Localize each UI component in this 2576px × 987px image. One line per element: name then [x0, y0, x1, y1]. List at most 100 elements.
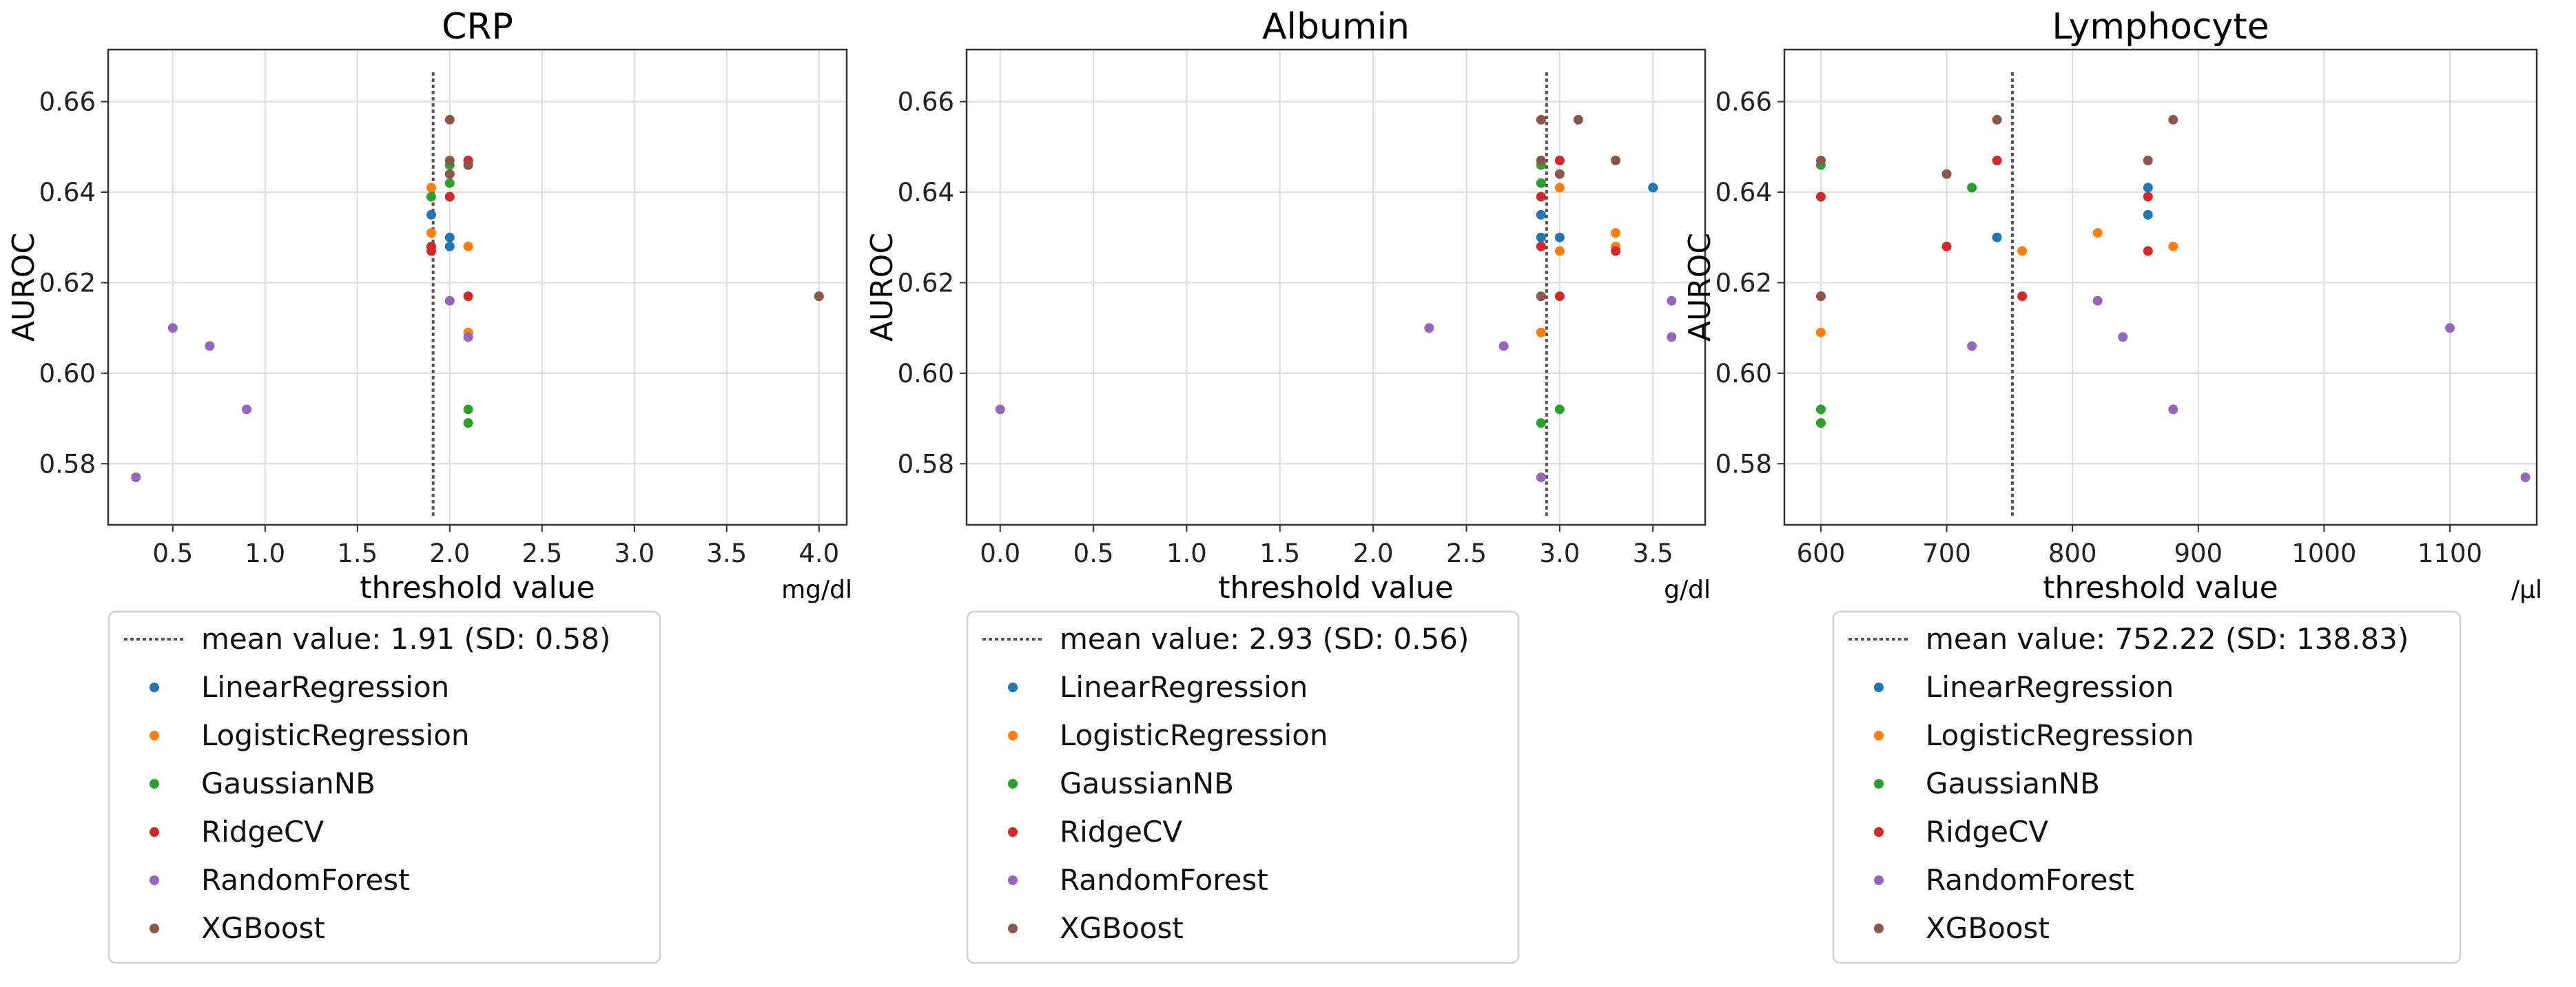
data-point-randomforest [2168, 404, 2178, 415]
data-point-ridgecv [1554, 156, 1565, 165]
data-point-ridgecv [2143, 191, 2153, 202]
x-tick-label: 900 [2174, 539, 2223, 568]
x-axis-label: threshold value [2043, 570, 2278, 605]
data-point-linearregression [1536, 209, 1546, 220]
data-point-randomforest [444, 295, 455, 306]
data-point-gaussiannb [1536, 178, 1546, 188]
data-point-ridgecv [1992, 156, 2002, 165]
x-tick-label: 1.0 [245, 539, 285, 568]
data-point-logisticregression [1611, 228, 1621, 238]
data-point-xgboost [463, 160, 473, 170]
data-point-logisticregression [1815, 327, 1826, 337]
legend-label: RidgeCV [1060, 815, 1182, 849]
x-tick-label: 0.0 [980, 539, 1020, 568]
data-point-gaussiannb [1815, 404, 1826, 415]
unit-label: mg/dl [781, 576, 852, 604]
data-point-ridgecv [2017, 291, 2028, 302]
x-tick-label: 600 [1797, 539, 1846, 568]
data-point-logisticregression [426, 183, 436, 193]
x-tick-label: 3.5 [1633, 539, 1673, 568]
data-point-xgboost [1941, 169, 1952, 179]
chart-panel-albumin: 0.0 0.5 1.0 1.5 2.0 2.5 3.0 3.5 0.58 0.60 0.62 0.64… [865, 6, 1711, 964]
data-point-randomforest [131, 472, 141, 482]
data-point-randomforest [1667, 332, 1677, 342]
x-tick-label: 2.0 [1353, 539, 1394, 568]
legend-label: LinearRegression [1060, 670, 1308, 704]
y-axis-label: AUROC [1682, 233, 1718, 342]
data-point-linearregression [1536, 232, 1546, 242]
legend-label: RandomForest [1926, 863, 2134, 897]
x-tick-label: 2.5 [1446, 539, 1487, 568]
legend-label: RandomForest [201, 863, 410, 897]
y-tick-label: 0.62 [898, 268, 954, 298]
data-point-xgboost [1815, 291, 1826, 302]
legend-marker [150, 731, 159, 740]
legend-label: LinearRegression [1926, 670, 2174, 704]
y-tick-label: 0.58 [39, 449, 96, 479]
data-point-xgboost [444, 169, 455, 179]
y-tick-label: 0.58 [898, 449, 954, 479]
legend-marker [150, 827, 159, 837]
legend: mean value: 2.93 (SD: 0.56) LinearRegress… [966, 610, 1520, 964]
legend-label: XGBoost [201, 911, 325, 945]
data-point-gaussiannb [1554, 404, 1565, 415]
y-axis-label: AUROC [6, 233, 41, 342]
data-point-xgboost [444, 114, 455, 125]
data-point-xgboost [1815, 156, 1826, 165]
y-tick-label: 0.62 [39, 268, 96, 298]
data-point-xgboost [814, 291, 824, 302]
legend-label: GaussianNB [1060, 767, 1234, 800]
legend-marker [150, 779, 159, 789]
legend-mean-label: mean value: 2.93 (SD: 0.56) [1060, 622, 1469, 656]
data-point-randomforest [2445, 323, 2455, 333]
chart-title: Albumin [1262, 6, 1410, 48]
data-point-linearregression [444, 241, 455, 251]
legend-marker [1008, 875, 1018, 885]
data-point-logisticregression [2168, 241, 2178, 251]
legend-mean-label: mean value: 1.91 (SD: 0.58) [201, 622, 610, 656]
x-tick-label: 700 [1922, 539, 1971, 568]
data-point-xgboost [1573, 114, 1583, 125]
legend-label: LogisticRegression [201, 718, 470, 752]
data-point-randomforest [1424, 323, 1434, 333]
data-point-xgboost [1536, 156, 1546, 165]
x-tick-label: 3.0 [1539, 539, 1580, 568]
y-tick-label: 0.64 [39, 178, 96, 207]
data-point-randomforest [995, 404, 1005, 415]
chart-panel-crp: 0.5 1.0 1.5 2.0 2.5 3.0 3.5 4.0 0.58 0.60 0.62 0.64… [6, 6, 852, 964]
y-tick-label: 0.58 [1715, 449, 1772, 479]
plot-frame [107, 48, 848, 526]
x-axis-label: threshold value [1218, 570, 1453, 605]
data-point-ridgecv [463, 291, 473, 302]
legend-label: RidgeCV [201, 815, 324, 849]
legend-marker [1008, 924, 1018, 933]
y-tick-label: 0.64 [1715, 178, 1772, 207]
data-point-logisticregression [2092, 228, 2103, 238]
data-point-randomforest [242, 404, 251, 415]
legend-label: RandomForest [1060, 863, 1268, 897]
legend-label: LogisticRegression [1926, 718, 2194, 752]
chart-title: CRP [442, 6, 513, 48]
data-point-logisticregression [1536, 327, 1546, 337]
data-point-randomforest [2118, 332, 2128, 342]
y-tick-label: 0.66 [1715, 87, 1772, 117]
data-point-linearregression [426, 209, 436, 220]
legend-label: LinearRegression [201, 670, 449, 704]
data-point-randomforest [205, 341, 215, 351]
data-point-ridgecv [1536, 241, 1546, 251]
x-tick-label: 4.0 [798, 539, 839, 568]
y-axis-label: AUROC [865, 233, 900, 342]
chart-title: Lymphocyte [2052, 6, 2269, 48]
plot-area [108, 50, 847, 525]
y-tick-label: 0.66 [898, 87, 954, 117]
data-point-linearregression [444, 232, 455, 242]
data-point-ridgecv [426, 241, 436, 251]
data-point-xgboost [444, 156, 455, 165]
data-point-xgboost [1536, 114, 1546, 125]
data-point-xgboost [1992, 114, 2002, 125]
data-point-linearregression [1554, 232, 1565, 242]
legend-marker [1874, 875, 1884, 885]
data-point-randomforest [1967, 341, 1977, 351]
x-tick-label: 2.5 [522, 539, 562, 568]
